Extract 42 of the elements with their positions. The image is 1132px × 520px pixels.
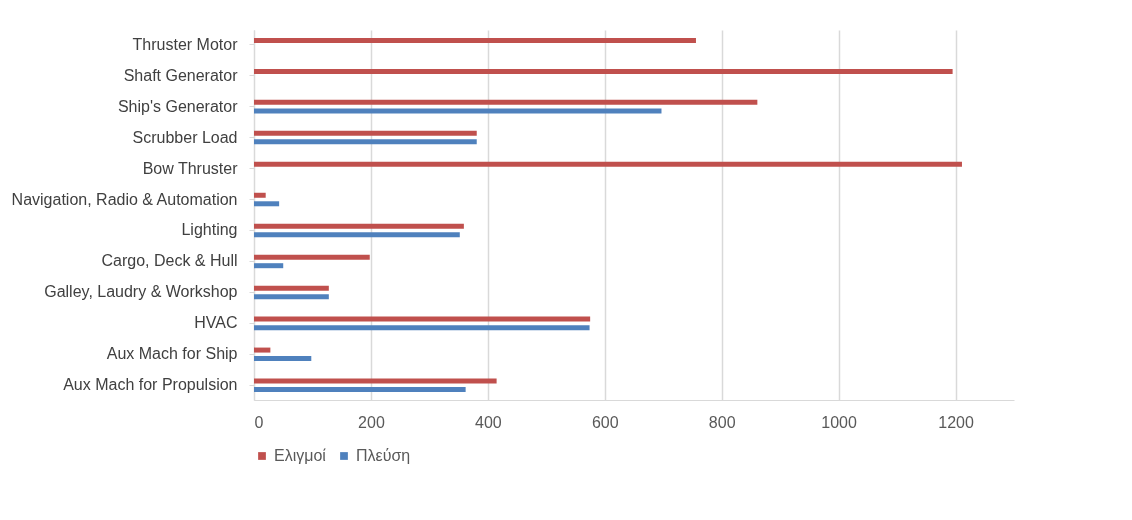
bar	[254, 37, 696, 43]
bar	[254, 99, 758, 105]
bar	[254, 254, 370, 260]
x-tick-label: 600	[591, 413, 619, 431]
y-tick-label: Bow Thruster	[142, 159, 239, 177]
y-tick-label: Thruster Motor	[132, 35, 239, 53]
y-tick-label: Ship's Generator	[117, 97, 239, 115]
y-tick-label: Cargo, Deck & Hull	[101, 252, 238, 270]
bar	[254, 161, 962, 167]
y-tick-label: Shaft Generator	[123, 66, 239, 84]
bar	[254, 378, 497, 384]
bar	[254, 325, 590, 331]
bar	[254, 201, 280, 207]
legend-label: Πλεύση	[356, 447, 411, 464]
bar	[254, 223, 464, 229]
x-tick-label: 0	[254, 413, 264, 431]
bar	[254, 192, 266, 198]
y-tick-label: Scrubber Load	[132, 128, 238, 146]
bar	[254, 232, 460, 238]
y-tick-label: Aux Mach for Propulsion	[63, 376, 238, 394]
bar	[254, 263, 284, 269]
y-tick-label: Galley, Laudry & Workshop	[44, 283, 238, 301]
x-tick-label: 400	[474, 413, 502, 431]
legend-label: Ελιγμοί	[274, 447, 327, 464]
x-tick-label: 800	[708, 413, 736, 431]
y-tick-label: Lighting	[181, 221, 238, 239]
bar	[254, 108, 662, 114]
bar	[254, 130, 477, 136]
bar	[254, 294, 329, 300]
bar	[254, 316, 591, 322]
bar	[254, 68, 953, 74]
x-tick-label: 1200	[938, 413, 974, 431]
y-tick-label: Aux Mach for Ship	[106, 345, 238, 363]
y-tick-label: Navigation, Radio & Automation	[11, 190, 238, 208]
x-tick-label: 1000	[821, 413, 858, 431]
bar	[254, 285, 329, 291]
bar	[254, 139, 477, 145]
bar	[254, 356, 312, 362]
y-tick-label: HVAC	[194, 314, 238, 332]
bar	[254, 387, 466, 393]
bar	[254, 347, 271, 353]
x-tick-label: 200	[358, 413, 385, 431]
